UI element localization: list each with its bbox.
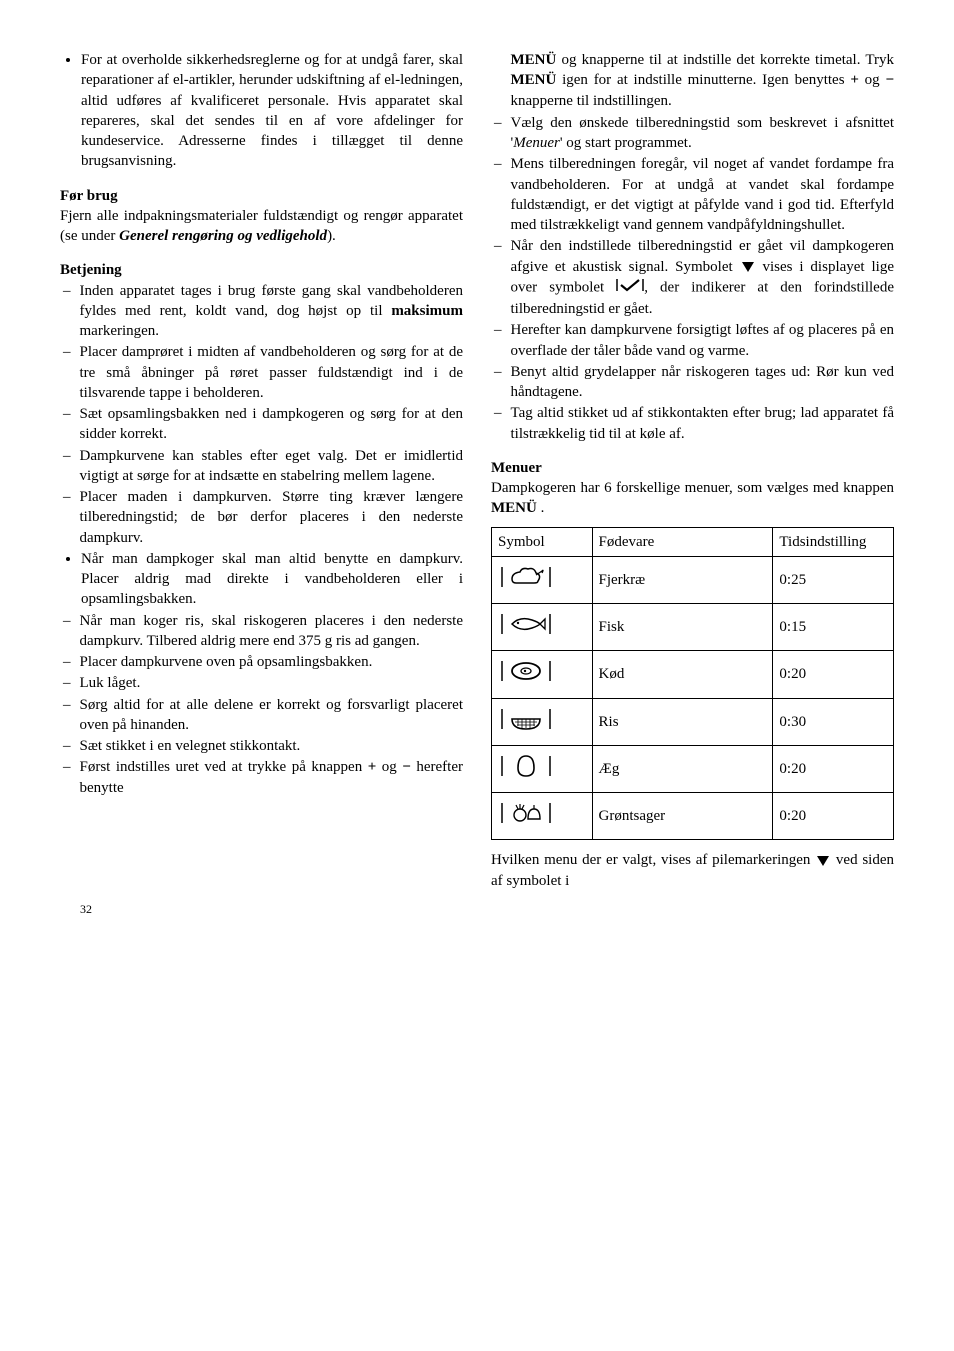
table-row: Ris 0:30: [492, 698, 894, 745]
triangle-down-icon: [742, 262, 754, 272]
text: Hvilken menu der er valgt, vises af pile…: [491, 852, 815, 868]
vegetables-icon: [492, 793, 593, 840]
td-food: Fisk: [592, 604, 773, 651]
list-item: Tag altid stikket ud af stikkontakten ef…: [511, 403, 895, 444]
right-list: Vælg den ønskede tilberedningstid som be…: [491, 113, 894, 444]
td-time: 0:20: [773, 745, 894, 792]
text: knapperne til indstillingen.: [511, 93, 672, 109]
list-item: Placer dampkurvene oven på opsamlingsbak…: [80, 652, 464, 672]
list-item: Mens tilberedningen foregår, vil noget a…: [511, 154, 895, 235]
table-row: Æg 0:20: [492, 745, 894, 792]
text: markeringen.: [80, 323, 160, 339]
egg-icon: [492, 745, 593, 792]
list-item: Når man koger ris, skal riskogeren place…: [80, 611, 464, 652]
list-item: Benyt altid grydelapper når riskogeren t…: [511, 362, 895, 403]
td-time: 0:15: [773, 604, 894, 651]
th-time: Tidsindstilling: [773, 527, 894, 556]
text: .: [537, 500, 545, 516]
plus-icon: +: [368, 759, 377, 775]
menu-label: MENÜ: [491, 500, 537, 516]
heading-menuer: Menuer: [491, 458, 894, 478]
td-time: 0:30: [773, 698, 894, 745]
right-column: MENÜ og knapperne til at indstille det k…: [491, 50, 894, 893]
text: og: [376, 759, 402, 775]
menu-label: MENÜ: [511, 52, 557, 68]
heading-for-brug: Før brug: [60, 186, 463, 206]
text-emph: Menuer: [513, 135, 560, 151]
checkmark-icon: [616, 277, 644, 299]
text: Først indstilles uret ved at trykke på k…: [80, 759, 368, 775]
menu-table: Symbol Fødevare Tidsindstilling Fjerkræ …: [491, 527, 894, 841]
page-number: 32: [80, 901, 894, 917]
heading-betjening: Betjening: [60, 260, 463, 280]
list-item: Placer maden i dampkurven. Større ting k…: [80, 487, 464, 548]
list-item: Når den indstillede tilberedningstid er …: [511, 236, 895, 319]
plus-icon: +: [850, 72, 859, 88]
text: og knapperne til at indstille det korrek…: [556, 52, 894, 68]
list-item: Sørg altid for at alle delene er korrekt…: [80, 695, 464, 736]
td-time: 0:25: [773, 556, 894, 603]
th-food: Fødevare: [592, 527, 773, 556]
list-item: Inden apparatet tages i brug første gang…: [80, 281, 464, 342]
text: ).: [327, 228, 336, 244]
td-food: Æg: [592, 745, 773, 792]
table-row: Fjerkræ 0:25: [492, 556, 894, 603]
triangle-down-icon: [817, 856, 829, 866]
poultry-icon: [492, 556, 593, 603]
para-for-brug: Fjern alle indpakningsmaterialer fuldstæ…: [60, 206, 463, 247]
table-header-row: Symbol Fødevare Tidsindstilling: [492, 527, 894, 556]
list-item: Luk låget.: [80, 673, 464, 693]
td-time: 0:20: [773, 651, 894, 698]
list-item: Dampkurvene kan stables efter eget valg.…: [80, 446, 464, 487]
td-food: Kød: [592, 651, 773, 698]
table-row: Grøntsager 0:20: [492, 793, 894, 840]
list-item: Placer damprøret i midten af vandbeholde…: [80, 342, 464, 403]
cont-para: MENÜ og knapperne til at indstille det k…: [491, 50, 894, 111]
text: ' og start programmet.: [560, 135, 692, 151]
para-bottom: Hvilken menu der er valgt, vises af pile…: [491, 850, 894, 891]
td-food: Fjerkræ: [592, 556, 773, 603]
td-time: 0:20: [773, 793, 894, 840]
warning-list: Når man dampkoger skal man altid benytte…: [60, 549, 463, 610]
td-food: Grøntsager: [592, 793, 773, 840]
table-row: Fisk 0:15: [492, 604, 894, 651]
minus-icon: −: [885, 72, 894, 88]
page-columns: For at overholde sikkerhedsreglerne og f…: [60, 50, 894, 893]
betjening-list-2: Når man koger ris, skal riskogeren place…: [60, 611, 463, 798]
list-item: Vælg den ønskede tilberedningstid som be…: [511, 113, 895, 154]
fish-icon: [492, 604, 593, 651]
text-emph: Generel rengøring og vedligehold: [119, 228, 327, 244]
menu-label: MENÜ: [511, 72, 557, 88]
intro-bullet: For at overholde sikkerhedsreglerne og f…: [81, 50, 463, 172]
text: igen for at indstille minutterne. Igen b…: [556, 72, 850, 88]
list-item: Herefter kan dampkurvene forsigtigt løft…: [511, 320, 895, 361]
td-food: Ris: [592, 698, 773, 745]
list-item: Når man dampkoger skal man altid benytte…: [81, 549, 463, 610]
text: Dampkogeren har 6 forskellige menuer, so…: [491, 480, 894, 496]
th-symbol: Symbol: [492, 527, 593, 556]
list-item: Sæt opsamlingsbakken ned i dampkogeren o…: [80, 404, 464, 445]
table-row: Kød 0:20: [492, 651, 894, 698]
text-bold: maksimum: [391, 303, 463, 319]
para-menuer: Dampkogeren har 6 forskellige menuer, so…: [491, 478, 894, 519]
meat-icon: [492, 651, 593, 698]
minus-icon: −: [402, 759, 411, 775]
left-column: For at overholde sikkerhedsreglerne og f…: [60, 50, 463, 893]
list-item: Sæt stikket i en velegnet stikkontakt.: [80, 736, 464, 756]
betjening-list: Inden apparatet tages i brug første gang…: [60, 281, 463, 548]
intro-list: For at overholde sikkerhedsreglerne og f…: [60, 50, 463, 172]
text: og: [859, 72, 886, 88]
rice-icon: [492, 698, 593, 745]
list-item: Først indstilles uret ved at trykke på k…: [80, 757, 464, 798]
